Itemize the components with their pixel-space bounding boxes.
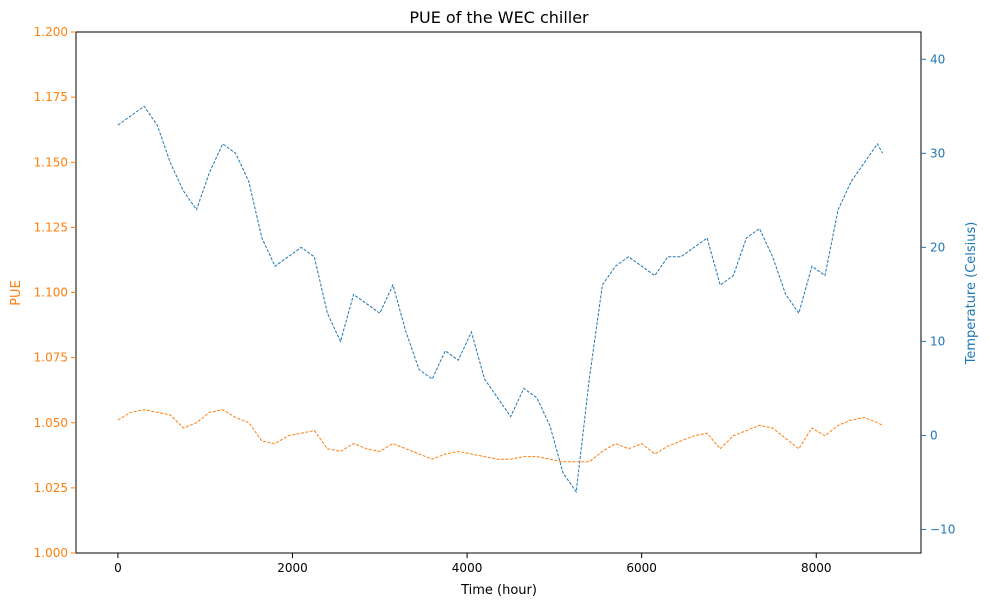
y-left-tick-label: 1.075 [34, 351, 68, 365]
series-layer [117, 105, 884, 494]
x-tick-label: 0 [114, 561, 122, 575]
x-tick-label: 2000 [277, 561, 308, 575]
y-left-tick-label: 1.200 [34, 25, 68, 39]
y-right-tick-label: 40 [930, 52, 945, 66]
y-right-tick-label: 0 [930, 428, 938, 442]
y-left-tick-label: 1.125 [34, 220, 68, 234]
y-left-tick-label: 1.175 [34, 90, 68, 104]
axes-layer: 0 2000 4000 6000 8000 1.000 1.025 1.050 1.075 1.1… [34, 25, 956, 575]
y-right-tick-label: 10 [930, 334, 945, 348]
x-tick-label: 6000 [626, 561, 657, 575]
y-right-tick-label: 30 [930, 146, 945, 160]
y-right-tick-label: 20 [930, 240, 945, 254]
series-line-right [117, 105, 884, 494]
series-line-left [117, 409, 883, 463]
y-left-tick-label: 1.000 [34, 546, 68, 560]
x-axis-label: Time (hour) [460, 583, 537, 598]
y-right-tick-label: −10 [930, 522, 955, 536]
plot-frame [75, 31, 922, 554]
y-left-tick-label: 1.025 [34, 481, 68, 495]
chart-title: PUE of the WEC chiller [409, 8, 589, 27]
y-left-tick-label: 1.100 [34, 286, 68, 300]
y-left-tick-label: 1.150 [34, 155, 68, 169]
y-axis-label-left: PUE [9, 280, 24, 306]
x-tick-label: 8000 [801, 561, 832, 575]
x-tick-label: 4000 [452, 561, 483, 575]
y-axis-label-right: Temperature (Celsius) [964, 222, 979, 366]
y-left-tick-label: 1.050 [34, 416, 68, 430]
